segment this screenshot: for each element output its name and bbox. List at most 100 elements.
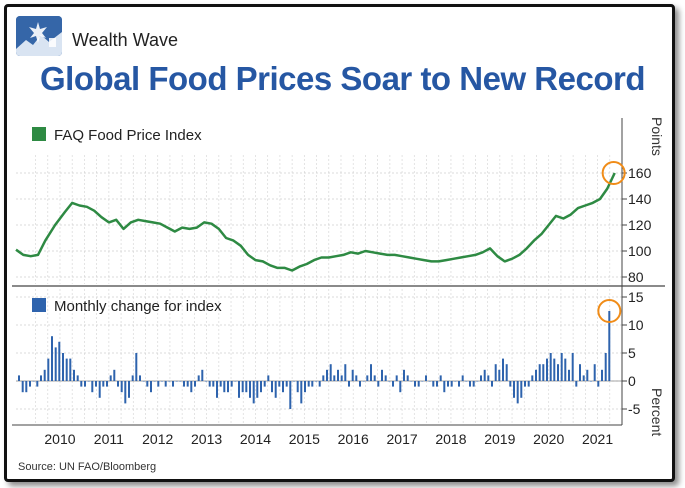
monthly-change-bar <box>223 381 226 393</box>
monthly-change-bar <box>274 381 277 398</box>
monthly-change-bar <box>425 375 427 381</box>
monthly-change-bar <box>190 381 193 393</box>
wealth-wave-logo <box>16 16 62 56</box>
monthly-change-bar <box>373 375 376 381</box>
monthly-change-bar <box>197 375 200 381</box>
monthly-change-bar <box>381 369 383 381</box>
monthly-change-bar <box>410 381 413 382</box>
monthly-change-bar <box>241 381 244 393</box>
monthly-change-bar <box>230 381 233 387</box>
monthly-change-bar <box>252 381 255 404</box>
monthly-change-bar <box>296 381 299 393</box>
monthly-change-bar <box>582 375 585 381</box>
monthly-change-bar <box>590 381 592 382</box>
monthly-change-bar <box>436 381 438 387</box>
monthly-change-bar <box>549 353 552 381</box>
monthly-change-bar <box>282 381 284 393</box>
monthly-change-bar <box>80 381 83 387</box>
monthly-change-bar <box>593 364 596 381</box>
monthly-change-bar <box>351 369 354 381</box>
monthly-change-bar <box>340 375 343 381</box>
monthly-change-bar <box>186 381 189 387</box>
monthly-change-bar <box>161 381 163 382</box>
monthly-change-bar <box>538 364 541 381</box>
monthly-change-bar <box>399 381 402 393</box>
bottom-y-tick-label: 5 <box>628 345 636 361</box>
monthly-change-bar <box>62 353 64 381</box>
monthly-change-bar <box>109 375 112 381</box>
monthly-change-bar <box>234 381 237 382</box>
monthly-change-bar <box>531 375 534 381</box>
monthly-change-bar <box>285 381 288 387</box>
monthly-change-bar <box>476 381 479 382</box>
monthly-change-bar <box>494 364 497 381</box>
monthly-change-bar <box>135 353 138 381</box>
x-tick-label: 2021 <box>582 431 613 447</box>
monthly-change-bar <box>219 381 222 387</box>
x-tick-label: 2016 <box>338 431 369 447</box>
monthly-change-bar <box>348 381 350 387</box>
monthly-change-bar <box>300 381 303 404</box>
monthly-change-bar <box>263 381 266 387</box>
monthly-change-bar <box>370 364 372 381</box>
monthly-change-bar <box>36 381 39 387</box>
monthly-change-bar <box>194 381 196 387</box>
x-tick-label: 2015 <box>289 431 320 447</box>
monthly-change-bar <box>205 381 207 382</box>
monthly-change-bar <box>43 369 46 381</box>
line-legend-label: FAQ Food Price Index <box>54 127 202 144</box>
x-tick-label: 2019 <box>484 431 515 447</box>
monthly-change-bar <box>359 381 361 387</box>
axis-ticks: 80 100 120 140 160 -5 0 5 10 15 2010 2011 2012 2013 20… <box>44 165 651 447</box>
monthly-change-bar <box>568 369 570 381</box>
monthly-change-bar <box>337 369 339 381</box>
monthly-change-bar <box>183 381 185 387</box>
monthly-change-bar <box>597 381 600 387</box>
latest-value-highlight <box>601 161 626 185</box>
monthly-change-bar <box>227 381 229 393</box>
monthly-change-bar <box>505 364 508 381</box>
bar-series <box>18 311 611 409</box>
monthly-change-bar <box>58 341 61 381</box>
monthly-change-bar <box>560 353 563 381</box>
monthly-change-bar <box>95 381 97 387</box>
monthly-change-bar <box>18 375 20 381</box>
top-y-tick-label: 80 <box>628 269 644 285</box>
monthly-change-bar <box>212 381 215 387</box>
monthly-change-bar <box>395 375 398 381</box>
food-price-line <box>15 172 616 272</box>
monthly-change-bar <box>267 375 270 381</box>
monthly-change-bar <box>564 358 567 381</box>
chart-frame <box>4 4 675 482</box>
bar-legend-swatch <box>32 298 46 312</box>
monthly-change-bar <box>527 381 530 387</box>
monthly-change-bar <box>117 381 119 387</box>
monthly-change-bar <box>21 381 24 393</box>
monthly-change-bar <box>311 381 314 387</box>
chart-title: Global Food Prices Soar to New Record <box>40 60 645 97</box>
monthly-change-bar <box>124 381 127 404</box>
bottom-y-tick-label: 0 <box>628 373 636 389</box>
x-tick-label: 2012 <box>142 431 173 447</box>
monthly-change-bar <box>480 375 482 381</box>
monthly-change-bar <box>87 381 90 382</box>
monthly-change-bar <box>432 381 435 387</box>
monthly-change-bar <box>461 375 464 381</box>
monthly-change-bar <box>454 381 457 382</box>
monthly-change-bar <box>179 381 182 382</box>
source-note: Source: UN FAO/Bloomberg <box>18 461 157 473</box>
monthly-change-bar <box>128 381 130 398</box>
monthly-change-bar <box>362 381 365 382</box>
monthly-change-bar <box>120 381 123 393</box>
line-legend-swatch <box>32 127 46 141</box>
monthly-change-bar <box>421 381 424 382</box>
monthly-change-bar <box>491 381 493 387</box>
monthly-change-bar <box>608 311 611 381</box>
monthly-change-bar <box>238 381 240 398</box>
monthly-change-bar <box>520 381 523 398</box>
monthly-change-bar <box>113 369 116 381</box>
monthly-change-bar <box>575 381 578 387</box>
monthly-change-bar <box>524 381 526 387</box>
monthly-change-bar <box>428 381 431 382</box>
monthly-change-bar <box>472 381 475 387</box>
